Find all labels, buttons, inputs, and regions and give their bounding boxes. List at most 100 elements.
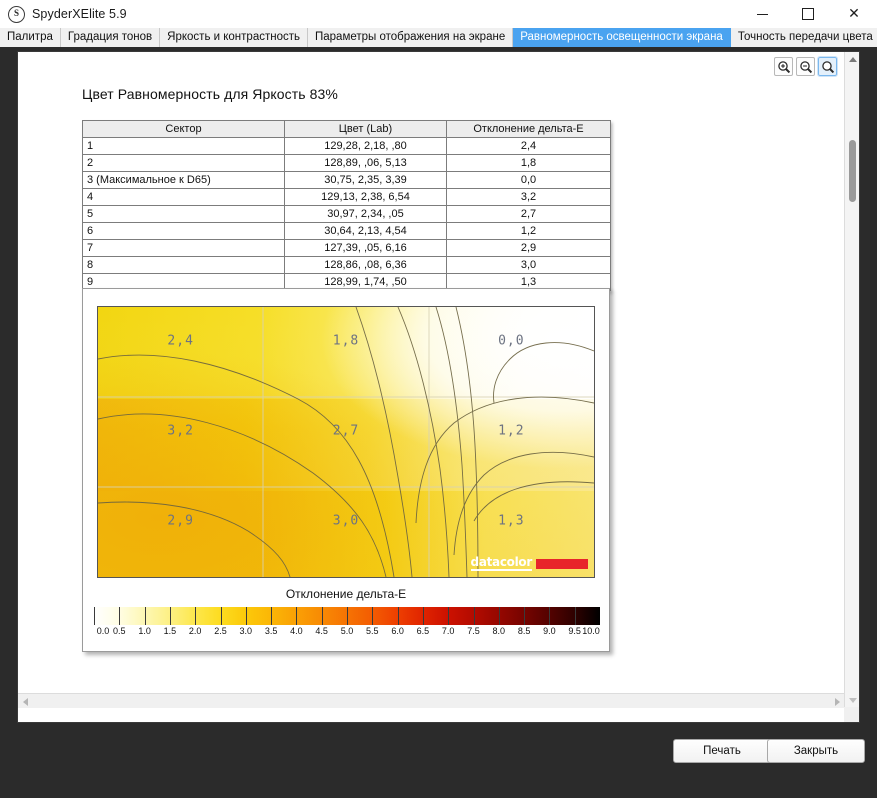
scale-tick [296,607,297,625]
scale-tick [322,607,323,625]
heatmap-label-sector-5: 2,7 [332,423,360,439]
report-viewer: Цвет Равномерность для Яркость 83% Секто… [17,51,860,723]
legend-title: Отклонение дельта-E [285,587,407,601]
table-cell-lab: 129,13, 2,38, 6,54 [284,188,447,206]
scale-tick [575,607,576,625]
table-cell-lab: 30,64, 2,13, 4,54 [284,222,447,240]
scale-tick-label: 4.0 [290,626,303,636]
table-row: 1 129,28, 2,18, ,80 2,4 [82,137,611,155]
scale-tick-label: 9.5 [568,626,581,636]
scale-tick [145,607,146,625]
table-row: 2 128,89, ,06, 5,13 1,8 [82,154,611,172]
tab-2[interactable]: Яркость и контрастность [160,28,308,47]
scale-tick-label: 0.5 [113,626,126,636]
table-cell-sector: 8 [82,256,285,274]
chevron-right-icon [835,697,840,706]
heatmap-label-sector-1: 2,4 [167,333,194,349]
scale-tick [221,607,222,625]
heatmap-surface [98,307,594,577]
datacolor-text: datacolor [470,555,532,571]
vertical-scroll-thumb[interactable] [849,140,856,202]
table-row: 4 129,13, 2,38, 6,54 3,2 [82,188,611,206]
scale-tick-label: 8.5 [517,626,531,636]
scale-tick [170,607,171,625]
scroll-right-button[interactable] [830,694,845,708]
scale-tick-label: 5.5 [366,626,379,636]
action-bar: Печать Закрыть [0,728,877,798]
minimize-button[interactable] [739,0,785,28]
scale-tick-label: 4.5 [315,626,328,636]
heatmap-label-sector-4: 3,2 [167,423,194,439]
table-cell-de: 1,8 [446,154,611,172]
table-cell-sector: 5 [82,205,285,223]
scale-tick-label: 0.0 [96,626,110,636]
close-report-button[interactable]: Закрыть [767,739,865,763]
table-cell-de: 3,0 [446,256,611,274]
table-cell-de: 2,4 [446,137,611,155]
scale-tick [94,607,95,625]
heatmap-label-sector-7: 2,9 [167,513,194,529]
scale-tick [347,607,348,625]
uniformity-table-wrap: Сектор Цвет (Lab) Отклонение дельта-E 1 129… [82,120,611,291]
magnifier-icon [821,60,834,73]
scale-tick [398,607,399,625]
maximize-button[interactable] [785,0,831,28]
scale-tick-label: 2.5 [214,626,227,636]
vertical-scrollbar[interactable] [844,52,859,708]
scale-tick-label: 1.5 [163,626,177,636]
table-cell-sector: 7 [82,239,285,257]
table-header-1: Цвет (Lab) [284,120,447,138]
color-scale-bar [94,607,600,625]
table-header-0: Сектор [82,120,285,138]
window-controls: ✕ [739,0,877,28]
zoom-out-button[interactable] [796,57,815,76]
scale-tick [474,607,475,625]
tab-4[interactable]: Равномерность освещенности экрана [513,28,731,47]
table-cell-de: 3,2 [446,188,611,206]
color-scale-labels: 0.0 0.5 1.0 1.5 2.0 2.5 3.0 3.5 4.0 4.5 5.0 5.5 6.0 6… [94,626,600,640]
scale-tick-label: 9.0 [543,626,556,636]
zoom-in-icon [777,60,790,73]
tab-0[interactable]: Палитра [0,28,61,47]
table-row: 6 30,64, 2,13, 4,54 1,2 [82,222,611,240]
scroll-down-button[interactable] [845,693,859,708]
chevron-down-icon [848,698,857,703]
zoom-in-button[interactable] [774,57,793,76]
tab-bar: Палитра Градация тонов Яркость и контрастн… [0,28,877,48]
table-row: 7 127,39, ,05, 6,16 2,9 [82,239,611,257]
table-cell-sector: 3 (Максимальное к D65) [82,171,285,189]
table-cell-lab: 128,86, ,08, 6,36 [284,256,447,274]
tab-3[interactable]: Параметры отображения на экране [308,28,514,47]
table-cell-de: 2,9 [446,239,611,257]
table-cell-lab: 30,75, 2,35, 3,39 [284,171,447,189]
scale-tick [119,607,120,625]
table-cell-de: 0,0 [446,171,611,189]
table-cell-lab: 129,28, 2,18, ,80 [284,137,447,155]
scroll-left-button[interactable] [18,694,33,708]
heatmap-label-sector-6: 1,2 [498,423,525,439]
table-cell-lab: 30,97, 2,34, ,05 [284,205,447,223]
table-cell-de: 2,7 [446,205,611,223]
table-cell-sector: 4 [82,188,285,206]
horizontal-scrollbar[interactable] [18,693,845,708]
scale-tick [448,607,449,625]
scroll-up-button[interactable] [845,52,859,67]
scale-tick-label: 8.0 [492,626,506,636]
uniformity-table: Сектор Цвет (Lab) Отклонение дельта-E 1 129… [82,120,611,291]
zoom-toolbar [774,56,838,77]
chevron-up-icon [848,57,857,62]
zoom-select-button[interactable] [817,56,838,77]
scale-tick-label: 1.0 [138,626,151,636]
datacolor-watermark: datacolor [470,555,588,571]
scale-tick-label: 5.0 [340,626,354,636]
scale-tick [549,607,550,625]
table-cell-de: 1,2 [446,222,611,240]
app-icon: S [8,5,25,23]
tab-5[interactable]: Точность передачи цвета [730,28,877,47]
scale-tick [271,607,272,625]
tab-1[interactable]: Градация тонов [60,28,161,47]
heatmap-label-sector-8: 3,0 [332,513,360,529]
print-button[interactable]: Печать [673,739,771,763]
close-button[interactable]: ✕ [831,0,877,28]
table-cell-lab: 128,89, ,06, 5,13 [284,154,447,172]
